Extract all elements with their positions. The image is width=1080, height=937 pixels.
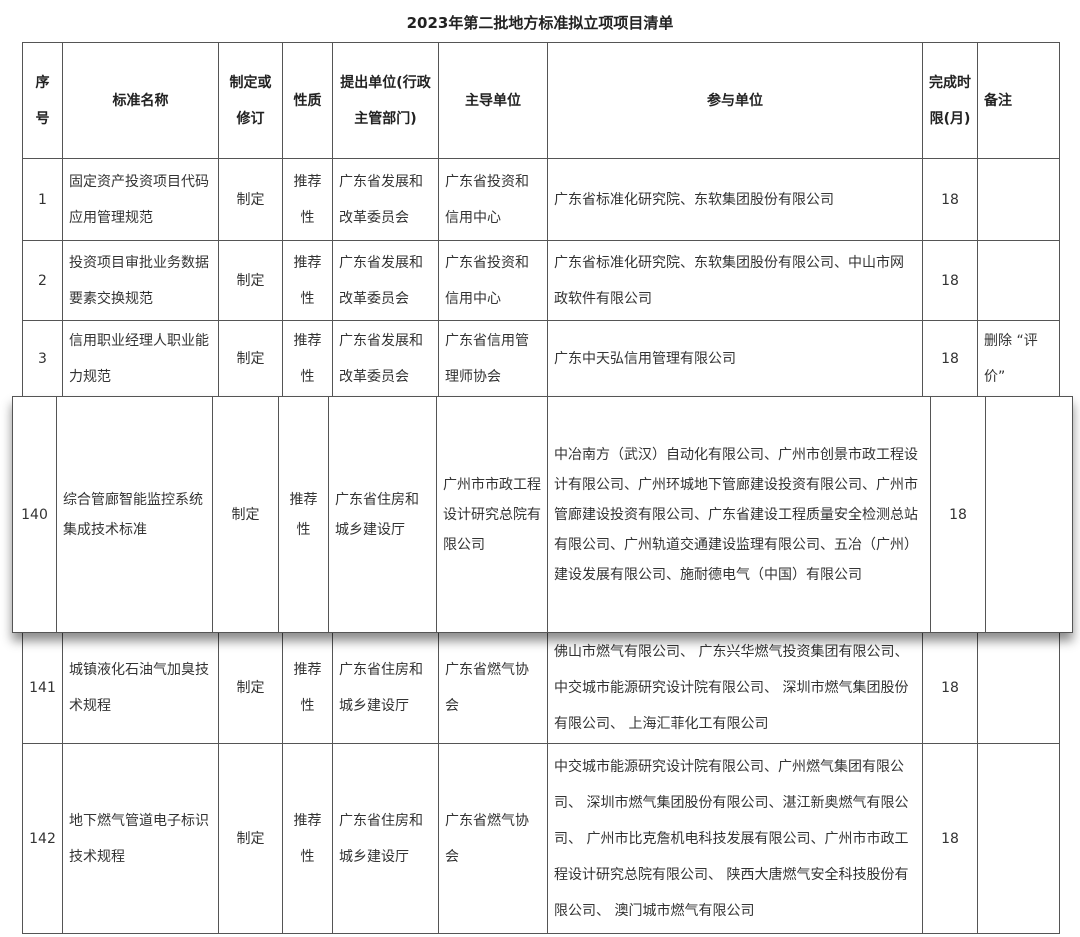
cell-remark: 删除 “评价” <box>977 320 1060 397</box>
cell-lead: 广东省燃气协会 <box>438 632 548 744</box>
cell-name: 城镇液化石油气加臭技术规程 <box>62 632 219 744</box>
cell-lead: 广州市市政工程设计研究总院有限公司 <box>436 396 548 633</box>
header-type: 制定或修订 <box>218 42 283 159</box>
header-remark: 备注 <box>977 42 1060 159</box>
cell-participants: 广东省标准化研究院、东软集团股份有限公司 <box>547 158 923 241</box>
cell-nature: 推荐性 <box>282 320 333 397</box>
cell-lead: 广东省投资和信用中心 <box>438 158 548 241</box>
header-proposer: 提出单位(行政主管部门) <box>332 42 439 159</box>
cell-participants: 佛山市燃气有限公司、 广东兴华燃气投资集团有限公司、中交城市能源研究设计院有限公… <box>547 632 923 744</box>
header-nature: 性质 <box>282 42 333 159</box>
cell-no: 141 <box>22 632 63 744</box>
cell-remark <box>977 743 1060 934</box>
cell-type: 制定 <box>218 320 283 397</box>
cell-deadline: 18 <box>922 158 978 241</box>
highlighted-row-140: 140 综合管廊智能监控系统集成技术标准 制定 推荐性 广东省住房和城乡建设厅 … <box>12 396 1073 633</box>
cell-remark <box>977 632 1060 744</box>
header-name: 标准名称 <box>62 42 219 159</box>
cell-no: 142 <box>22 743 63 934</box>
cell-no: 140 <box>12 396 57 633</box>
cell-participants: 中交城市能源研究设计院有限公司、广州燃气集团有限公司、 深圳市燃气集团股份有限公… <box>547 743 923 934</box>
cell-nature: 推荐性 <box>282 240 333 321</box>
cell-name: 地下燃气管道电子标识技术规程 <box>62 743 219 934</box>
cell-proposer: 广东省发展和改革委员会 <box>332 320 439 397</box>
cell-nature: 推荐性 <box>282 743 333 934</box>
header-lead: 主导单位 <box>438 42 548 159</box>
cell-deadline: 18 <box>930 396 986 633</box>
table-row: 3 信用职业经理人职业能力规范 制定 推荐性 广东省发展和改革委员会 广东省信用管理师协会… <box>22 320 1060 397</box>
cell-deadline: 18 <box>922 743 978 934</box>
cell-no: 2 <box>22 240 63 321</box>
header-no: 序号 <box>22 42 63 159</box>
table-row: 142 地下燃气管道电子标识技术规程 制定 推荐性 广东省住房和城乡建设厅 广东省燃气协会… <box>22 743 1060 934</box>
cell-type: 制定 <box>218 158 283 241</box>
header-participants: 参与单位 <box>547 42 923 159</box>
cell-remark <box>977 240 1060 321</box>
cell-name: 投资项目审批业务数据要素交换规范 <box>62 240 219 321</box>
cell-no: 3 <box>22 320 63 397</box>
cell-lead: 广东省投资和信用中心 <box>438 240 548 321</box>
cell-proposer: 广东省住房和城乡建设厅 <box>332 632 439 744</box>
table-header-row: 序号 标准名称 制定或修订 性质 提出单位(行政主管部门) 主导单位 参与单位 … <box>22 42 1060 159</box>
document-title: 2023年第二批地方标准拟立项项目清单 <box>406 14 674 32</box>
cell-name: 固定资产投资项目代码应用管理规范 <box>62 158 219 241</box>
cell-nature: 推荐性 <box>278 396 329 633</box>
cell-lead: 广东省信用管理师协会 <box>438 320 548 397</box>
cell-no: 1 <box>22 158 63 241</box>
cell-deadline: 18 <box>922 320 978 397</box>
cell-name: 信用职业经理人职业能力规范 <box>62 320 219 397</box>
header-deadline: 完成时限(月) <box>922 42 978 159</box>
cell-name: 综合管廊智能监控系统集成技术标准 <box>56 396 213 633</box>
cell-type: 制定 <box>218 743 283 934</box>
table-row: 141 城镇液化石油气加臭技术规程 制定 推荐性 广东省住房和城乡建设厅 广东省燃气协会佛… <box>22 632 1060 744</box>
cell-type: 制定 <box>218 632 283 744</box>
cell-participants: 广东中天弘信用管理有限公司 <box>547 320 923 397</box>
cell-proposer: 广东省住房和城乡建设厅 <box>328 396 437 633</box>
cell-type: 制定 <box>218 240 283 321</box>
cell-remark <box>977 158 1060 241</box>
cell-proposer: 广东省发展和改革委员会 <box>332 158 439 241</box>
table-row: 2 投资项目审批业务数据要素交换规范 制定 推荐性 广东省发展和改革委员会 广东省投资和信… <box>22 240 1060 321</box>
cell-type: 制定 <box>212 396 279 633</box>
cell-participants: 广东省标准化研究院、东软集团股份有限公司、中山市网政软件有限公司 <box>547 240 923 321</box>
cell-proposer: 广东省发展和改革委员会 <box>332 240 439 321</box>
table-row: 1 固定资产投资项目代码应用管理规范 制定 推荐性 广东省发展和改革委员会 广东省投资和信… <box>22 158 1060 241</box>
cell-remark <box>985 396 1073 633</box>
table-row: 140 综合管廊智能监控系统集成技术标准 制定 推荐性 广东省住房和城乡建设厅 … <box>12 396 1073 633</box>
cell-nature: 推荐性 <box>282 158 333 241</box>
cell-lead: 广东省燃气协会 <box>438 743 548 934</box>
cell-deadline: 18 <box>922 240 978 321</box>
cell-participants: 中冶南方（武汉）自动化有限公司、广州市创景市政工程设计有限公司、广州环城地下管廊… <box>547 396 931 633</box>
cell-proposer: 广东省住房和城乡建设厅 <box>332 743 439 934</box>
cell-nature: 推荐性 <box>282 632 333 744</box>
cell-deadline: 18 <box>922 632 978 744</box>
